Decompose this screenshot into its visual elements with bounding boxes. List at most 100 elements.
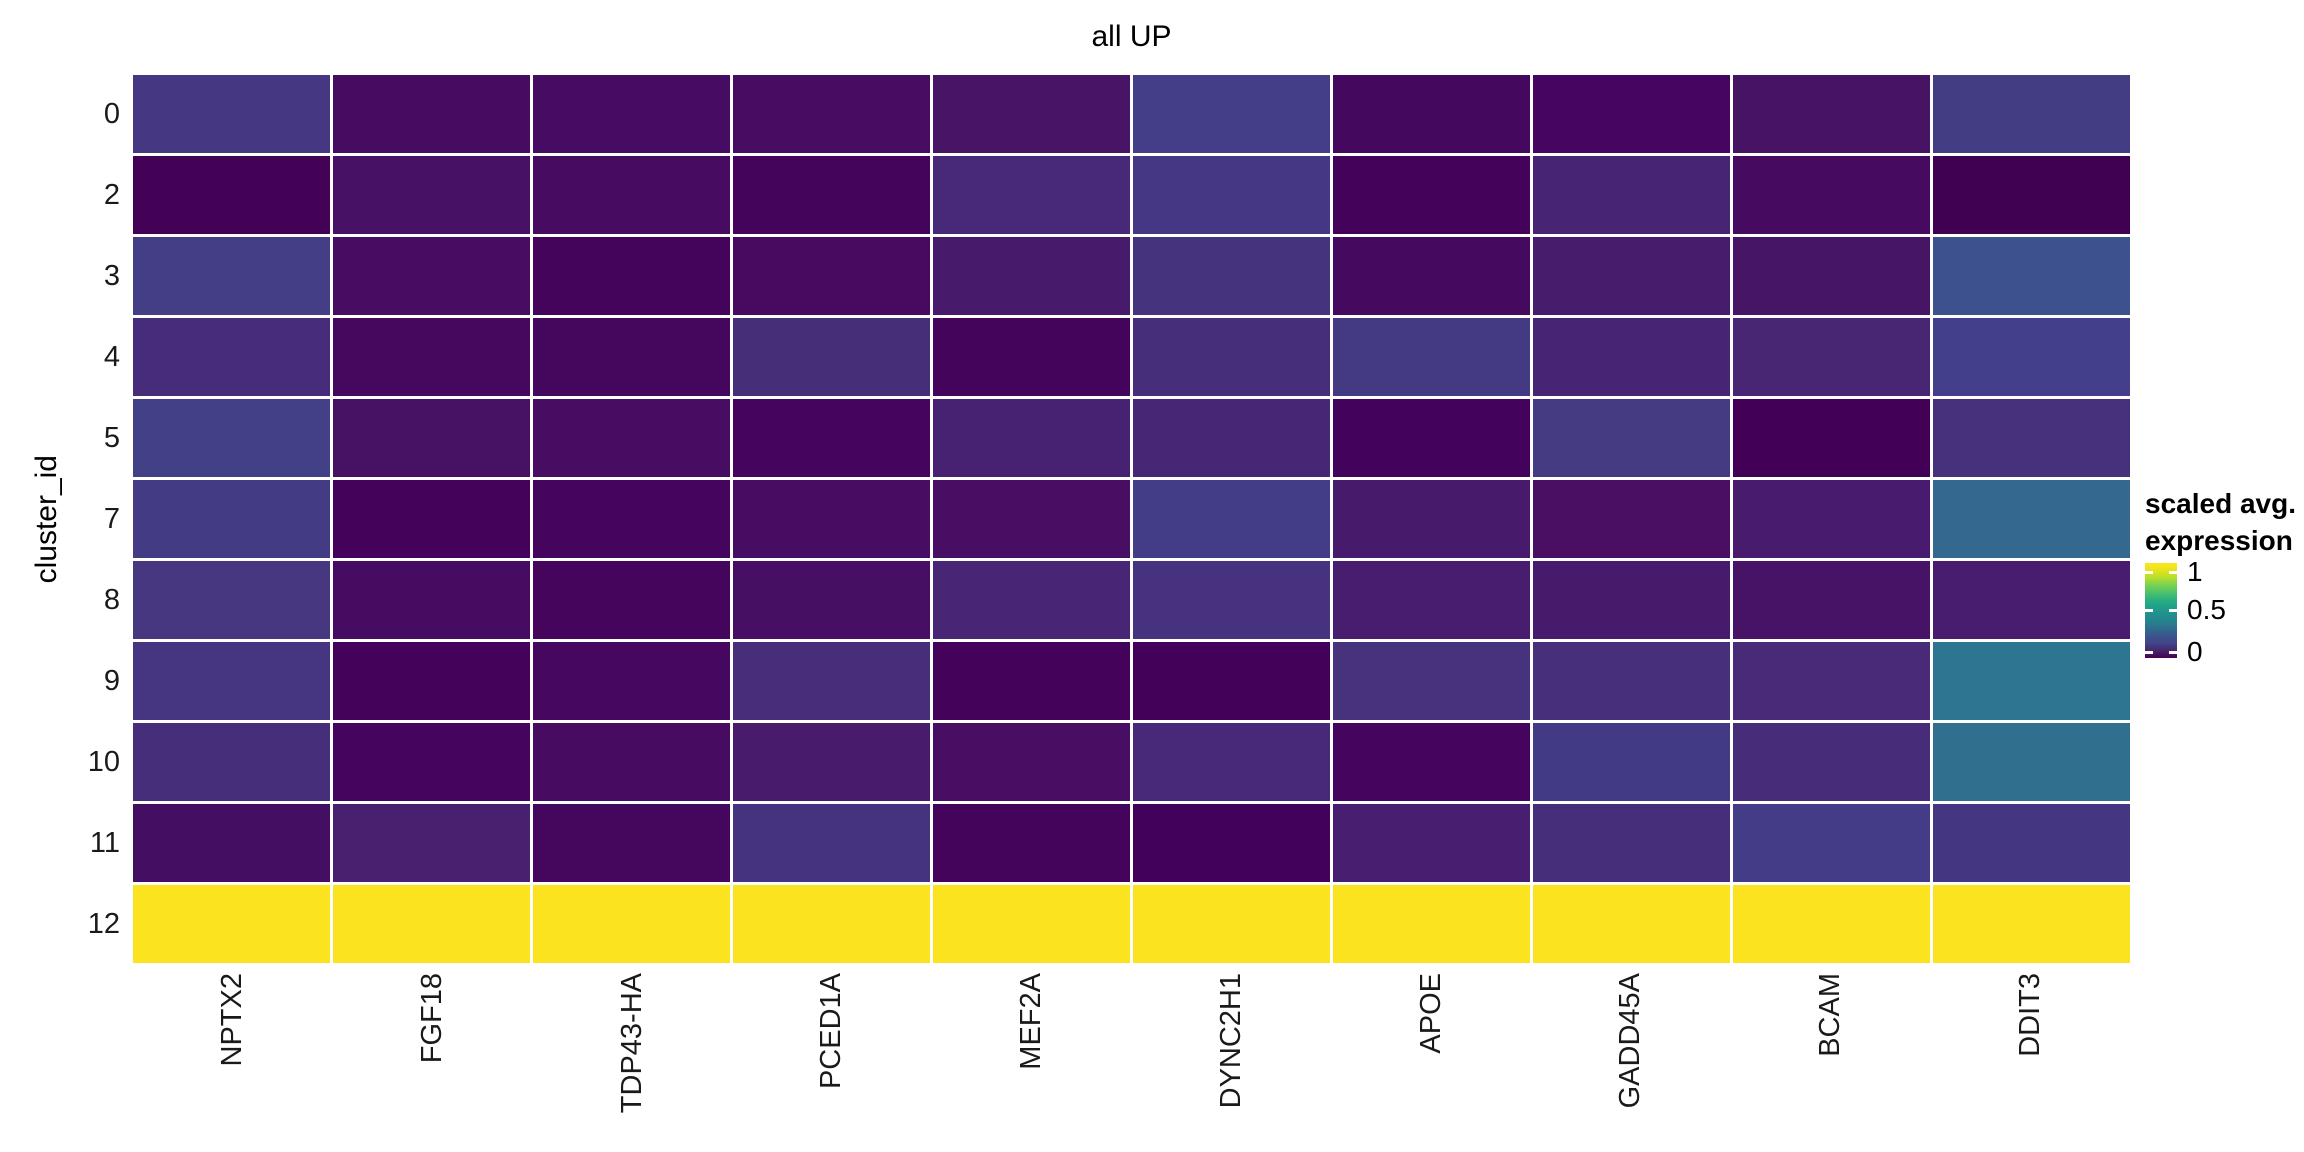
heatmap-cell: [933, 561, 1130, 639]
heatmap-cell: [1533, 723, 1730, 801]
heatmap-cell: [533, 399, 730, 477]
heatmap-cell: [1533, 804, 1730, 882]
heatmap-cell: [933, 480, 1130, 558]
x-tick-label: PCED1A: [815, 973, 848, 1090]
heatmap-cell: [1933, 480, 2130, 558]
heatmap-cell: [133, 156, 330, 234]
heatmap-cell: [1533, 885, 1730, 963]
heatmap-cell: [533, 480, 730, 558]
heatmap-cell: [733, 723, 930, 801]
y-tick-label: 11: [89, 826, 120, 859]
legend-title-line-1: scaled avg.: [2145, 488, 2296, 519]
heatmap-cell: [733, 480, 930, 558]
y-tick-label: 5: [103, 421, 120, 454]
x-tick-label: DDIT3: [2013, 973, 2046, 1057]
heatmap-cell: [733, 75, 930, 153]
heatmap-cell: [1333, 642, 1530, 720]
heatmap-cell: [1733, 75, 1930, 153]
heatmap-cell: [1133, 399, 1330, 477]
heatmap-cell: [1133, 75, 1330, 153]
heatmap-cell: [333, 75, 530, 153]
x-tick-label-cell: APOE: [1331, 973, 1531, 1148]
x-tick-label: FGF18: [416, 973, 449, 1064]
heatmap-cell: [1533, 237, 1730, 315]
y-tick-label: 7: [103, 502, 120, 535]
heatmap-cell: [1933, 885, 2130, 963]
heatmap-cell: [733, 318, 930, 396]
heatmap-cell: [733, 156, 930, 234]
legend-tick-mark: [2145, 571, 2153, 574]
heatmap-cell: [1333, 723, 1530, 801]
legend-tick-mark: [2145, 609, 2153, 612]
heatmap-cell: [133, 237, 330, 315]
heatmap-cell: [1133, 561, 1330, 639]
legend-tick-mark: [2169, 651, 2177, 654]
heatmap-cell: [1733, 642, 1930, 720]
x-axis-tick-labels: NPTX2 FGF18 TDP43-HA PCED1A MEF2A DYNC2H1 APOE…: [133, 973, 2130, 1148]
heatmap-cell: [533, 237, 730, 315]
heatmap-cell: [1933, 399, 2130, 477]
y-tick-label: 10: [87, 745, 120, 778]
heatmap-cell: [1333, 156, 1530, 234]
y-tick-label: 12: [87, 907, 120, 940]
heatmap-cell: [1533, 561, 1730, 639]
heatmap-cell: [133, 804, 330, 882]
x-tick-label-cell: PCED1A: [732, 973, 932, 1148]
heatmap-cell: [533, 642, 730, 720]
heatmap-cell: [1733, 318, 1930, 396]
heatmap-cell: [1133, 480, 1330, 558]
legend-colorbar: [2145, 563, 2177, 658]
heatmap-cell: [1733, 804, 1930, 882]
heatmap-cell: [333, 399, 530, 477]
heatmap-cell: [1533, 156, 1730, 234]
heatmap-cell: [1133, 318, 1330, 396]
x-tick-label: GADD45A: [1614, 973, 1647, 1109]
heatmap-cell: [133, 723, 330, 801]
heatmap-cell: [1933, 804, 2130, 882]
heatmap-cell: [1933, 156, 2130, 234]
heatmap-cell: [733, 399, 930, 477]
x-tick-label: NPTX2: [216, 973, 249, 1067]
heatmap-cell: [1133, 885, 1330, 963]
x-tick-label-cell: GADD45A: [1531, 973, 1731, 1148]
heatmap-cell: [1933, 561, 2130, 639]
heatmap-cell: [333, 480, 530, 558]
heatmap-cell: [1333, 399, 1530, 477]
heatmap-cell: [933, 804, 1130, 882]
heatmap-cell: [1333, 804, 1530, 882]
heatmap-cell: [333, 561, 530, 639]
heatmap-cell: [1533, 480, 1730, 558]
heatmap-cell: [933, 75, 1130, 153]
heatmap-cell: [133, 642, 330, 720]
heatmap-cell: [1333, 561, 1530, 639]
heatmap-cell: [1133, 237, 1330, 315]
x-tick-label: APOE: [1414, 973, 1447, 1054]
legend-title-line-2: expression: [2145, 525, 2293, 556]
heatmap-cell: [1933, 75, 2130, 153]
heatmap-cell: [1933, 237, 2130, 315]
heatmap-cell: [933, 318, 1130, 396]
heatmap-cell: [333, 318, 530, 396]
legend-tick-mark: [2169, 571, 2177, 574]
legend-tick-label: 1: [2187, 556, 2203, 587]
y-tick-label: 8: [103, 583, 120, 616]
x-tick-label: DYNC2H1: [1214, 973, 1247, 1109]
x-tick-label-cell: NPTX2: [133, 973, 333, 1148]
heatmap-cell: [1533, 399, 1730, 477]
heatmap-cell: [533, 75, 730, 153]
heatmap-cell: [733, 642, 930, 720]
legend-colorbar-wrap: 1 0.5 0: [2145, 556, 2304, 667]
legend-tick-label: 0: [2187, 636, 2203, 667]
y-tick-label: 9: [103, 664, 120, 697]
heatmap-cell: [1133, 804, 1330, 882]
heatmap-cell: [733, 237, 930, 315]
heatmap-cell: [133, 885, 330, 963]
heatmap-cell: [1933, 723, 2130, 801]
heatmap-cell: [533, 561, 730, 639]
heatmap-cell: [333, 723, 530, 801]
heatmap-cell: [1733, 885, 1930, 963]
heatmap-cell: [1333, 480, 1530, 558]
legend: scaled avg. expression 1 0.5 0: [2145, 485, 2304, 667]
heatmap-cell: [133, 561, 330, 639]
